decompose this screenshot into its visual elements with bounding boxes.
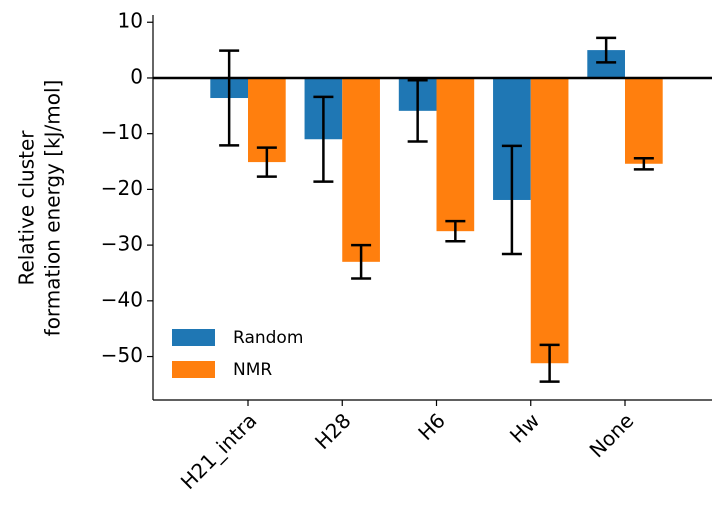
y-tick-label: −40 <box>101 287 143 311</box>
x-tick-label: H28 <box>310 408 356 454</box>
bar <box>342 77 380 262</box>
x-tick-label: None <box>585 408 639 462</box>
bar <box>436 77 475 232</box>
legend-swatch <box>172 361 215 378</box>
legend-label: NMR <box>233 360 272 380</box>
legend-swatch <box>172 329 215 346</box>
y-tick-label: −20 <box>101 176 143 200</box>
y-tick-label: 0 <box>130 64 143 88</box>
legend-label: Random <box>233 328 303 348</box>
y-tick-label: 10 <box>118 9 143 33</box>
x-tick-label: H6 <box>413 408 450 445</box>
y-axis-label: Relative cluster <box>15 130 39 286</box>
x-tick-label: Hw <box>505 408 544 447</box>
bar <box>530 77 569 364</box>
y-axis-label: formation energy [kJ/mol] <box>41 80 65 337</box>
bar <box>625 77 663 164</box>
y-tick-label: −50 <box>101 343 143 367</box>
y-tick-label: −30 <box>101 232 143 256</box>
x-tick-label: H21_intra <box>176 408 262 494</box>
y-tick-label: −10 <box>101 120 143 144</box>
